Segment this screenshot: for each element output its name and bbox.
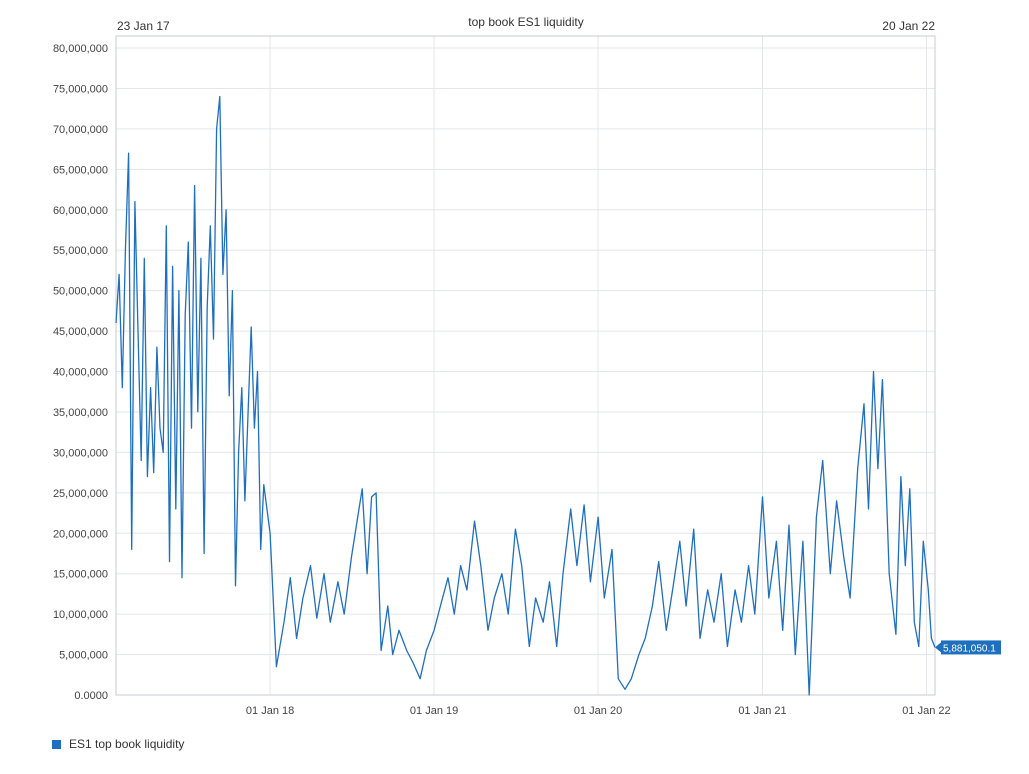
range-end-label: 20 Jan 22 [882, 19, 935, 33]
last-value-label: 5,881,050.1 [943, 643, 996, 654]
y-tick-label: 75,000,000 [53, 83, 108, 95]
y-tick-label: 35,000,000 [53, 407, 108, 419]
x-tick-label: 01 Jan 22 [902, 705, 950, 717]
y-tick-label: 45,000,000 [53, 326, 108, 338]
y-tick-label: 15,000,000 [53, 569, 108, 581]
last-value-badge-arrow [935, 642, 941, 653]
range-start-label: 23 Jan 17 [117, 19, 170, 33]
legend-label: ES1 top book liquidity [69, 737, 185, 751]
y-tick-label: 80,000,000 [53, 43, 108, 55]
chart-title: top book ES1 liquidity [468, 15, 583, 29]
y-tick-label: 70,000,000 [53, 124, 108, 136]
y-tick-label: 5,000,000 [59, 650, 108, 662]
y-tick-label: 0.0000 [74, 690, 108, 702]
legend-swatch [52, 739, 61, 749]
gridlines [116, 36, 935, 696]
x-axis-ticks: 01 Jan 18 01 Jan 19 01 Jan 20 01 Jan 21 01 J… [246, 705, 951, 717]
x-tick-label: 01 Jan 20 [574, 705, 622, 717]
y-axis-ticks: 0.0000 5,000,000 10,000,000 15,000,000 20,00… [53, 43, 108, 702]
y-tick-label: 10,000,000 [53, 609, 108, 621]
y-tick-label: 55,000,000 [53, 245, 108, 257]
y-tick-label: 30,000,000 [53, 447, 108, 459]
y-tick-label: 60,000,000 [53, 205, 108, 217]
y-tick-label: 40,000,000 [53, 367, 108, 379]
x-tick-label: 01 Jan 18 [246, 705, 294, 717]
y-tick-label: 50,000,000 [53, 286, 108, 298]
x-tick-label: 01 Jan 19 [410, 705, 458, 717]
x-tick-label: 01 Jan 21 [738, 705, 786, 717]
series-line-es1-top-book-liquidity [115, 95, 936, 696]
plot-area-border [115, 35, 936, 696]
last-value-badge-box [941, 640, 1001, 655]
y-tick-label: 25,000,000 [53, 488, 108, 500]
last-value-badge: 5,881,050.1 [935, 640, 1001, 655]
y-tick-label: 65,000,000 [53, 164, 108, 176]
legend: ES1 top book liquidity [52, 737, 184, 751]
y-tick-label: 20,000,000 [53, 528, 108, 540]
